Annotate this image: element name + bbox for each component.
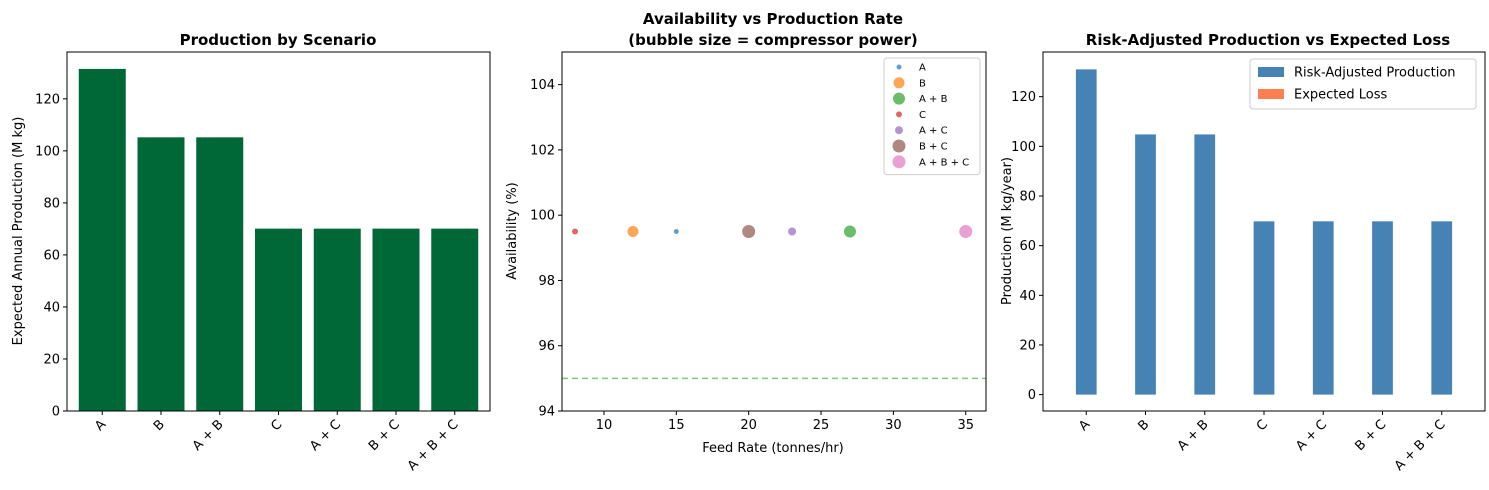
bar-risk-adjusted [1372, 221, 1393, 395]
legend-box [1249, 58, 1477, 110]
chart-title: Risk-Adjusted Production vs Expected Los… [1086, 31, 1450, 49]
x-tick-label: A + B [1175, 417, 1212, 454]
bar [196, 137, 244, 412]
chart-title-line1: Availability vs Production Rate [643, 10, 903, 28]
scatter-point [742, 225, 756, 238]
scatter-point [673, 229, 679, 234]
bar [137, 137, 185, 412]
y-tick-label: 20 [43, 352, 60, 367]
x-tick-label: A [92, 417, 109, 434]
y-tick-label: 100 [35, 144, 60, 159]
y-tick-label: 96 [538, 339, 555, 354]
legend-swatch [1258, 67, 1284, 77]
scatter-point [843, 225, 856, 238]
x-tick-label: A + B + C [1392, 417, 1449, 474]
scatter-point [959, 225, 973, 238]
x-tick-label: 15 [668, 418, 685, 433]
y-tick-label: 120 [1011, 90, 1036, 105]
bar-risk-adjusted [1431, 221, 1453, 395]
x-tick-label: A + C [1293, 417, 1330, 454]
y-tick-label: 100 [530, 209, 555, 224]
legend-swatch [1258, 89, 1284, 99]
legend-box [883, 57, 981, 176]
x-tick-label: C [268, 417, 285, 434]
legend-marker [895, 126, 903, 135]
legend-label: A + B [919, 94, 948, 105]
x-tick-label: 35 [957, 418, 974, 433]
y-tick-label: 102 [530, 143, 555, 158]
y-tick-label: 0 [1028, 388, 1036, 403]
legend: AB A + B C A + C B + C A + B + C [883, 57, 981, 176]
legend-label: Expected Loss [1294, 88, 1388, 103]
y-tick-label: 0 [52, 405, 60, 420]
y-tick-label: 80 [1019, 189, 1036, 204]
x-tick-label: B + C [1352, 417, 1389, 454]
x-tick-label: A + B [190, 417, 227, 454]
x-tick-label: C [1254, 417, 1271, 434]
bar-risk-adjusted [1253, 221, 1275, 395]
y-tick-label: 94 [538, 405, 555, 420]
y-tick-label: 60 [1019, 239, 1036, 254]
bar-risk-adjusted [1194, 134, 1216, 395]
y-tick-label: 80 [43, 196, 60, 211]
legend-label: B [919, 78, 926, 89]
x-tick-label: B + C [366, 417, 403, 454]
chart-title: Production by Scenario [180, 31, 377, 49]
bar-risk-adjusted [1312, 221, 1334, 395]
y-tick-label: 100 [1011, 140, 1036, 155]
x-tick-label: 20 [740, 418, 757, 433]
chart-title-line2: (bubble size = compressor power) [628, 31, 918, 49]
legend-label: B + C [919, 142, 948, 153]
y-tick-label: 20 [1019, 338, 1036, 353]
x-tick-label: 30 [885, 418, 902, 433]
legend-label: C [919, 110, 926, 121]
legend-label: A + B + C [919, 157, 969, 168]
bar [313, 228, 361, 411]
bar-risk-adjusted [1075, 69, 1097, 395]
scatter-point [788, 227, 797, 236]
bar [78, 68, 126, 411]
y-tick-label: 98 [538, 274, 555, 289]
legend-label: A [919, 63, 926, 74]
x-tick-label: A + C [307, 417, 344, 454]
bar [255, 228, 302, 411]
y-tick-label: 40 [1019, 289, 1036, 304]
x-tick-label: A + B + C [405, 417, 462, 474]
bar [372, 228, 420, 411]
x-axis-label: Feed Rate (tonnes/hr) [702, 441, 844, 456]
x-tick-label: B [1135, 417, 1152, 434]
availability-scatter-chart: Availability vs Production Rate (bubble … [505, 10, 987, 456]
bar [431, 228, 479, 411]
legend-marker [893, 92, 905, 105]
legend-marker [892, 155, 906, 169]
axes-frame [561, 51, 987, 412]
legend-marker [896, 64, 902, 70]
legend-marker [892, 139, 906, 153]
y-tick-label: 104 [530, 78, 555, 93]
y-tick-label: 60 [43, 248, 60, 263]
x-tick-label: A [1076, 417, 1093, 434]
legend-label: Risk-Adjusted Production [1294, 66, 1456, 81]
production-by-scenario-chart: Production by Scenario Expected Annual P… [11, 31, 491, 474]
legend-marker [893, 77, 905, 89]
risk-adjusted-chart: Risk-Adjusted Production vs Expected Los… [1000, 31, 1486, 474]
y-axis-label: Production (M kg/year) [1000, 157, 1015, 305]
y-axis-label: Availability (%) [505, 182, 520, 280]
x-tick-label: 25 [813, 418, 830, 433]
scatter-point [627, 226, 639, 237]
y-tick-label: 40 [43, 300, 60, 315]
y-axis-label: Expected Annual Production (M kg) [11, 117, 26, 346]
legend-marker [896, 111, 902, 118]
legend: Risk-Adjusted Production Expected Loss [1249, 58, 1477, 110]
bar-risk-adjusted [1135, 134, 1156, 395]
legend-label: A + C [919, 126, 948, 137]
x-tick-label: 10 [596, 418, 613, 433]
scatter-point [572, 228, 579, 235]
x-tick-label: B [151, 417, 168, 434]
y-tick-label: 120 [35, 92, 60, 107]
